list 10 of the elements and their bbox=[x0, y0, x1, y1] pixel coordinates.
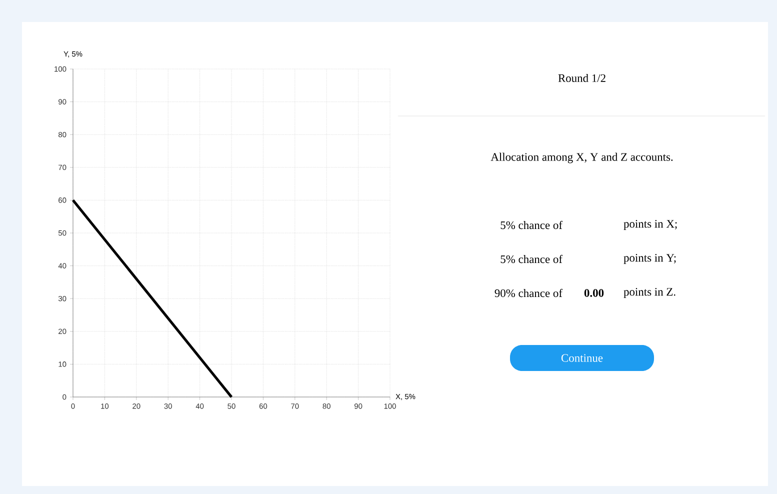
text: points in X; bbox=[624, 220, 677, 230]
text: Continue bbox=[561, 354, 603, 362]
text: points in Y; bbox=[624, 254, 676, 264]
text: points in Z. bbox=[624, 288, 676, 298]
text: Allocation among X, Y and Z accounts. bbox=[490, 152, 673, 164]
text: Round 1/2 bbox=[558, 74, 606, 82]
text: 5% chance of bbox=[500, 254, 562, 264]
text: 5% chance of bbox=[500, 220, 562, 230]
text: 0.00 bbox=[584, 289, 604, 297]
text: 90% chance of bbox=[494, 288, 562, 298]
